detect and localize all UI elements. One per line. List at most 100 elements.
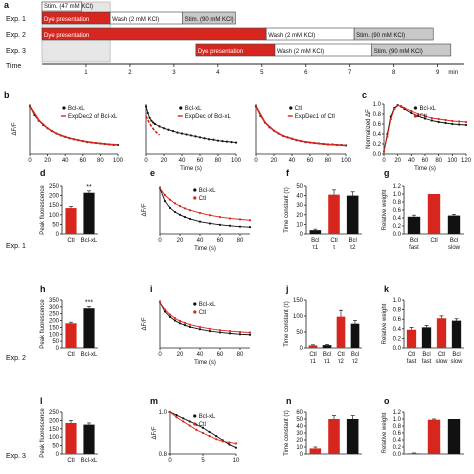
category-label-d-1: Bcl-xL [81, 238, 98, 244]
data-point-b2-0 [225, 140, 229, 143]
row-label-exp-1: Exp. 1 [6, 243, 26, 250]
bar-j-3 [350, 323, 360, 348]
y-tick-label-h: 350 [49, 298, 60, 304]
legend-marker-e-0 [193, 188, 197, 192]
y-axis-label-b1: ΔF/F [12, 122, 18, 135]
timeline-segment [353, 27, 434, 41]
data-point-m-0 [234, 446, 238, 449]
data-point-b2-0 [162, 127, 166, 130]
legend-marker-b3-0 [289, 106, 293, 110]
data-point-i-0 [248, 333, 252, 336]
y-tick-label-g: 0.4 [393, 216, 402, 222]
legend-marker-i-1 [193, 310, 197, 314]
legend-marker-b2-0 [179, 106, 183, 110]
data-point-e-0 [238, 225, 242, 228]
data-point-e-0 [178, 213, 182, 216]
timeline-segment-label: Wash (2 mM KCl) [268, 33, 315, 39]
timeline-tick-label: 1 [84, 70, 88, 76]
data-point-m-1 [195, 428, 198, 431]
category-label-f-1: τ [333, 245, 336, 251]
row-label-exp-3: Exp. 3 [6, 453, 26, 460]
data-point-m-0 [175, 414, 178, 417]
x-axis-label-e: Time (s) [194, 246, 216, 252]
y-axis-label-m: ΔF/F [152, 426, 158, 439]
bar-f-2 [346, 195, 359, 234]
timeline-segment-label: Stim. (90 mM KCl) [356, 33, 405, 39]
x-tick-label-i: 20 [177, 352, 184, 358]
data-point-e-1 [248, 219, 252, 222]
timeline-tick-label: 6 [304, 70, 308, 76]
y-tick-label-j: 0 [300, 346, 304, 352]
data-point-e-1 [198, 211, 202, 215]
timeline-row-label-exp-1: Exp. 1 [6, 16, 26, 23]
bar-n-2 [346, 419, 359, 454]
data-point-e-1 [173, 202, 177, 205]
y-tick-label-h: 50 [52, 339, 59, 345]
panel-letter-h: h [40, 284, 46, 294]
x-tick-label-b2: 0 [144, 158, 148, 164]
x-tick-label-e: 40 [197, 238, 204, 244]
y-tick-label-h: 150 [49, 325, 60, 331]
data-point-c-1 [410, 109, 413, 113]
category-label-k-3: Bcl [452, 352, 460, 358]
category-label-g-0: Bcl [410, 238, 418, 244]
y-tick-label-g: 0.6 [393, 208, 402, 214]
y-tick-label-d: 200 [49, 194, 60, 200]
data-point-c-1 [382, 150, 386, 153]
legend-marker-c-0 [413, 106, 418, 110]
category-label-k-0: Ctl [408, 352, 415, 358]
data-point-e-0 [218, 223, 222, 226]
x-tick-label-i: 60 [217, 352, 224, 358]
data-point-i-0 [173, 319, 177, 322]
x-tick-label-c: 80 [435, 158, 442, 164]
data-point-i-0 [208, 329, 212, 333]
category-label-g-2: Bcl [450, 238, 458, 244]
bar-f-0 [309, 230, 322, 234]
y-tick-label-c: 0.6 [373, 122, 382, 128]
y-tick-label-j: 100 [293, 314, 304, 320]
y-tick-label-g: 0.8 [393, 200, 402, 206]
timeline-tick-label: 4 [216, 70, 220, 76]
timeline-row-label-exp-2: Exp. 2 [6, 32, 26, 39]
significance-mark-d: ** [86, 184, 92, 191]
timeline-tick-label: 5 [260, 70, 264, 76]
panel-letter-i: i [150, 284, 153, 294]
category-label-j-0: τ1 [310, 359, 316, 365]
x-tick-label-c: 0 [382, 158, 386, 164]
y-tick-label-k: 0.4 [393, 327, 402, 333]
data-point-e-0 [183, 215, 187, 219]
bar-g-2 [447, 215, 461, 234]
category-label-k-3: slow [450, 359, 463, 365]
y-tick-label-c: 0.8 [373, 112, 382, 118]
y-tick-label-o: 1.0 [393, 417, 402, 423]
x-tick-label-b2: 80 [215, 158, 222, 164]
x-tick-label-c: 100 [447, 158, 458, 164]
data-point-b2-0 [167, 128, 170, 131]
category-label-d-0: Ctl [67, 238, 74, 244]
x-tick-label-b2: 100 [231, 158, 242, 164]
y-tick-label-g: 1.0 [393, 192, 402, 198]
y-tick-label-n: 0 [300, 452, 304, 458]
x-tick-label-b1: 80 [97, 158, 104, 164]
panel-letter-m: m [150, 396, 158, 406]
y-tick-label-n: 20 [296, 438, 303, 444]
data-point-c-1 [396, 104, 399, 107]
bar-l-1 [83, 424, 95, 454]
data-point-c-0 [437, 120, 440, 124]
x-tick-label-m: 0 [168, 458, 172, 464]
data-point-b2-0 [216, 139, 220, 142]
data-point-m-1 [168, 410, 172, 414]
data-point-e-1 [168, 198, 172, 201]
data-point-i-0 [178, 322, 182, 325]
x-tick-label-b2: 40 [179, 158, 186, 164]
x-tick-label-c: 40 [408, 158, 415, 164]
x-tick-label-e: 0 [158, 238, 162, 244]
data-point-i-1 [188, 323, 192, 326]
legend-label-b3-1: ExpDec1 of Ctl [295, 114, 335, 120]
data-point-i-1 [163, 308, 167, 311]
significance-mark-h: *** [85, 300, 93, 307]
y-tick-label-k: 0.0 [393, 346, 402, 352]
category-label-f-0: τ1 [312, 245, 318, 251]
bar-d-0 [65, 208, 77, 234]
panel-letter-f: f [286, 168, 290, 178]
